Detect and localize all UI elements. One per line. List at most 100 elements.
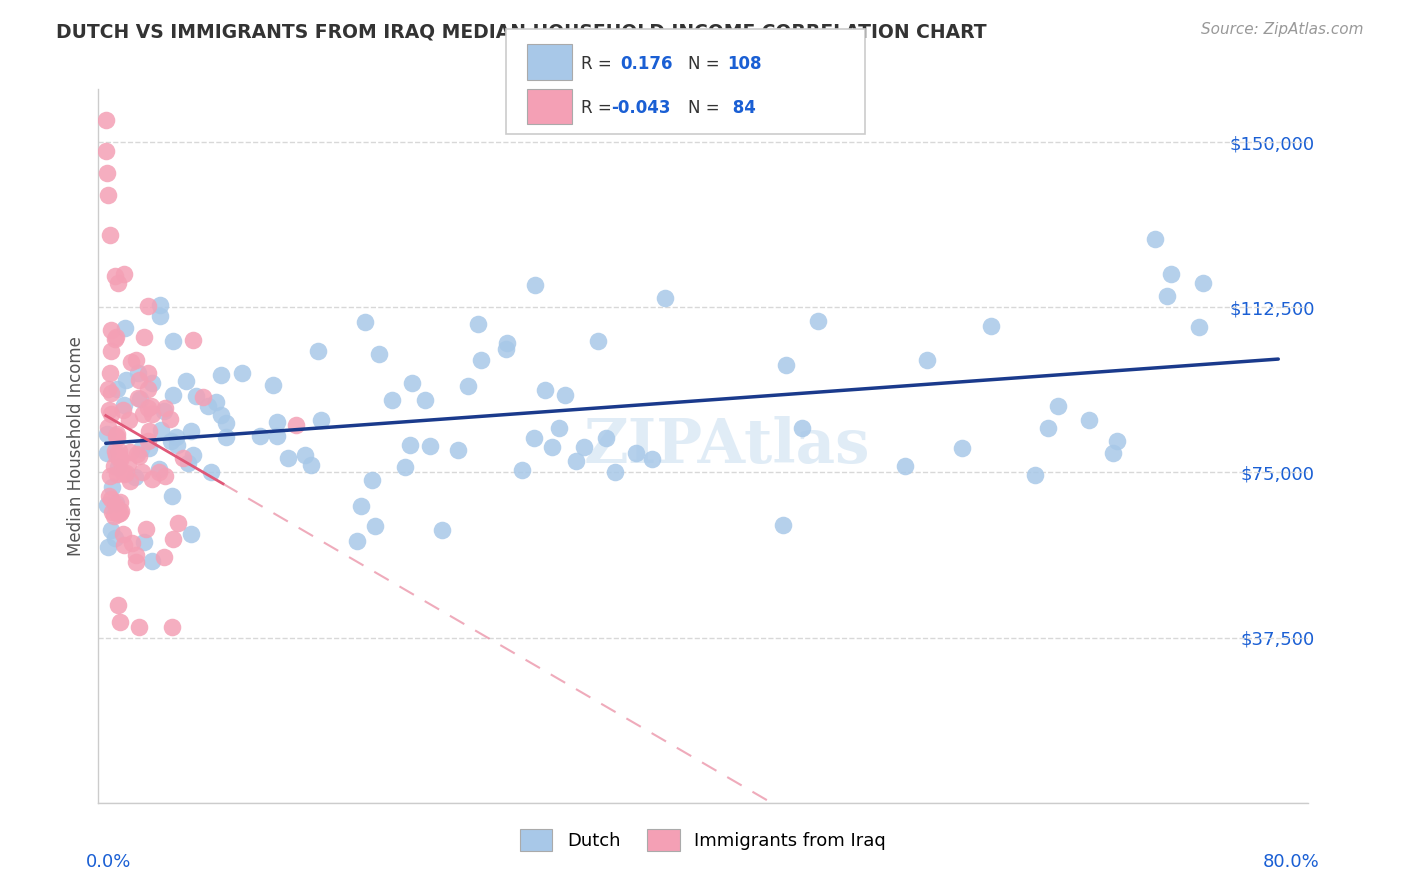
Point xyxy=(523,431,546,445)
Point xyxy=(197,399,219,413)
Point xyxy=(807,313,830,327)
Legend: Dutch, Immigrants from Iraq: Dutch, Immigrants from Iraq xyxy=(513,822,893,858)
Point xyxy=(136,299,159,313)
Point xyxy=(127,366,149,380)
Text: 0.176: 0.176 xyxy=(620,54,672,73)
Point xyxy=(153,468,176,483)
Point xyxy=(131,442,153,456)
Point xyxy=(540,440,562,454)
Point xyxy=(980,318,1002,333)
Point xyxy=(159,412,181,426)
Point xyxy=(172,450,194,465)
Point xyxy=(127,447,149,461)
Point xyxy=(641,451,664,466)
Point xyxy=(160,619,183,633)
Text: 0.0%: 0.0% xyxy=(86,853,132,871)
Point xyxy=(184,388,207,402)
Point xyxy=(96,427,118,442)
Point xyxy=(128,449,150,463)
Point xyxy=(180,527,202,541)
Point xyxy=(262,378,284,392)
Point xyxy=(115,373,138,387)
Y-axis label: Median Household Income: Median Household Income xyxy=(66,336,84,556)
Point xyxy=(790,421,813,435)
Point xyxy=(266,415,288,429)
Point xyxy=(131,465,153,479)
Point xyxy=(603,465,626,479)
Point xyxy=(915,352,938,367)
Point xyxy=(350,499,373,513)
Point xyxy=(97,382,120,396)
Point xyxy=(107,382,129,396)
Point xyxy=(360,474,382,488)
Point xyxy=(177,456,200,470)
Point xyxy=(97,419,120,434)
Text: N =: N = xyxy=(688,99,724,117)
Point xyxy=(470,353,492,368)
Point xyxy=(108,453,131,467)
Point xyxy=(114,466,136,480)
Point xyxy=(624,445,647,459)
Point xyxy=(162,532,184,546)
Point xyxy=(118,474,141,488)
Point xyxy=(1036,421,1059,435)
Point xyxy=(394,460,416,475)
Point xyxy=(100,481,122,495)
Point xyxy=(205,395,228,409)
Point xyxy=(148,465,170,479)
Point xyxy=(160,489,183,503)
Point xyxy=(100,408,122,422)
Point xyxy=(1077,413,1099,427)
Point xyxy=(215,430,238,444)
Point xyxy=(104,531,127,545)
Point xyxy=(97,403,120,417)
Point xyxy=(104,269,127,284)
Point xyxy=(128,373,150,387)
Point xyxy=(346,534,368,549)
Point xyxy=(120,355,142,369)
Text: N =: N = xyxy=(688,54,724,73)
Point xyxy=(209,408,232,422)
Point xyxy=(100,505,122,519)
Point xyxy=(107,427,129,442)
Point xyxy=(112,538,135,552)
Point xyxy=(120,445,142,459)
Point xyxy=(654,291,676,305)
Point xyxy=(98,366,121,380)
Point xyxy=(174,374,197,388)
Point xyxy=(105,430,128,444)
Point xyxy=(136,401,159,416)
Point xyxy=(510,462,533,476)
Point xyxy=(139,399,162,413)
Point xyxy=(129,392,152,406)
Point xyxy=(1187,320,1209,334)
Point xyxy=(114,321,136,335)
Point xyxy=(277,450,299,465)
Point xyxy=(1143,232,1166,246)
Point xyxy=(136,382,159,396)
Point xyxy=(105,330,128,344)
Point xyxy=(149,423,172,437)
Point xyxy=(107,598,129,612)
Point xyxy=(105,467,128,481)
Point xyxy=(775,358,797,372)
Point xyxy=(128,619,150,633)
Point xyxy=(180,424,202,438)
Point xyxy=(121,536,143,550)
Point xyxy=(419,439,441,453)
Point xyxy=(1156,289,1178,303)
Point xyxy=(100,386,122,401)
Point xyxy=(96,446,118,460)
Point xyxy=(1191,276,1213,290)
Point xyxy=(125,548,148,562)
Point xyxy=(108,506,131,520)
Point xyxy=(152,404,174,418)
Point xyxy=(112,398,135,412)
Point xyxy=(107,276,129,290)
Point xyxy=(381,393,404,408)
Point xyxy=(299,458,322,472)
Point xyxy=(112,267,135,281)
Text: DUTCH VS IMMIGRANTS FROM IRAQ MEDIAN HOUSEHOLD INCOME CORRELATION CHART: DUTCH VS IMMIGRANTS FROM IRAQ MEDIAN HOU… xyxy=(56,22,987,41)
Point xyxy=(103,508,125,523)
Point xyxy=(307,343,329,358)
